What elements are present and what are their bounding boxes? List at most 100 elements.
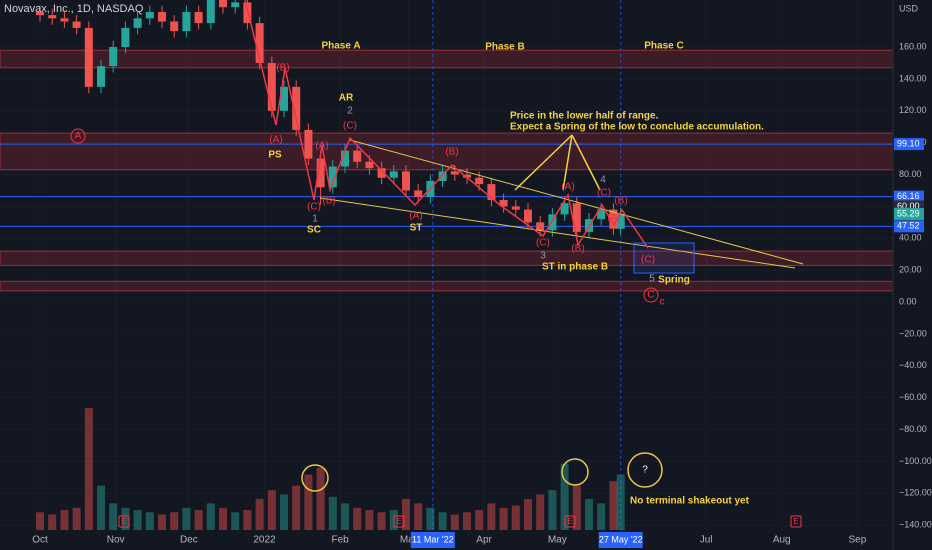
annotation: C: [647, 290, 654, 301]
arrow: [571, 134, 601, 191]
volume-bar: [243, 510, 252, 530]
price-tag: [894, 220, 924, 233]
candle-body: [267, 62, 276, 111]
annotation: Spring: [658, 275, 690, 286]
highlight-circle: [561, 458, 589, 486]
annotation: (A): [315, 141, 328, 152]
volume-bar: [231, 512, 240, 530]
annotation: ST in phase B: [542, 262, 608, 273]
wave-path: [244, 0, 649, 249]
annotation: (C): [307, 202, 321, 213]
zone: [0, 280, 894, 292]
annotation: 1: [312, 214, 318, 225]
price-tag-label: 66.16: [897, 191, 920, 201]
candle-body: [616, 213, 625, 229]
x-tick-label: Apr: [476, 535, 492, 546]
candle-body: [72, 21, 81, 28]
candle-body: [365, 161, 374, 169]
volume-bar: [365, 510, 374, 530]
volume-bar: [219, 507, 228, 530]
zone: [0, 132, 894, 171]
annotation: 2: [347, 106, 353, 117]
price-tag: [894, 207, 924, 220]
highlight-circle: [301, 464, 329, 492]
candle-body: [158, 11, 167, 22]
candle-body: [450, 171, 459, 175]
price-tag: [894, 138, 924, 151]
annotation: Price in the lower half of range.: [510, 111, 659, 122]
candle-body: [548, 214, 557, 231]
x-tick-label: Nov: [107, 535, 125, 546]
volume-bar: [109, 503, 118, 530]
y-tick-label: 0.00: [899, 296, 917, 306]
candle-body: [48, 15, 57, 19]
candle-body: [462, 174, 471, 178]
volume-bar: [536, 494, 545, 530]
y-tick-label: 40.00: [899, 233, 922, 243]
volume-bar: [616, 474, 625, 530]
annotation: (C): [597, 188, 611, 199]
volume-bar: [438, 512, 447, 530]
annotation: (A): [269, 135, 282, 146]
volume-bar: [170, 512, 179, 530]
volume-bar: [145, 512, 154, 530]
candle-body: [523, 209, 532, 223]
x-tick-label: Dec: [180, 535, 198, 546]
volume-bar: [572, 485, 581, 530]
y-tick-label: −100.00: [899, 456, 932, 466]
volume-bar: [548, 490, 557, 530]
candle-body: [414, 190, 423, 197]
arrow: [562, 134, 573, 191]
annotation: (C): [641, 255, 655, 266]
y-tick-label: −120.00: [899, 488, 932, 498]
event-marker: [118, 515, 130, 528]
y-tick-label: 140.00: [899, 73, 927, 83]
volume-bar: [182, 507, 191, 530]
event-marker: [393, 515, 405, 528]
annotation: (B): [276, 63, 289, 74]
chart-title: Novavax, Inc., 1D, NASDAQ: [4, 3, 144, 15]
volume-bar: [255, 498, 264, 530]
y-tick-label: −60.00: [899, 392, 927, 402]
candle-body: [341, 150, 350, 167]
annotation: ?: [642, 465, 648, 476]
price-tag-label: 55.29: [897, 208, 920, 218]
price-tag-label: 99.10: [897, 138, 920, 148]
price-tag: [894, 190, 924, 203]
annotation: SC: [307, 225, 321, 236]
volume-bar: [523, 498, 532, 530]
y-tick-label: 80.00: [899, 169, 922, 179]
candle-body: [219, 0, 228, 8]
date-tag: [410, 532, 455, 548]
annotation: (A): [561, 182, 574, 193]
event-marker: [564, 515, 576, 528]
candle-body: [487, 184, 496, 201]
volume-bar: [72, 507, 81, 530]
volume-bar: [304, 474, 313, 530]
annotation: AR: [339, 93, 354, 104]
volume-bar: [316, 467, 325, 530]
zone: [0, 49, 894, 69]
trend-line: [349, 139, 804, 265]
volume-bar: [158, 514, 167, 530]
price-tag-label: 47.52: [897, 221, 920, 231]
circled-label: [643, 287, 659, 303]
volume-bar: [328, 496, 337, 530]
candle-body: [353, 150, 362, 162]
date-tag-label: 27 May '22: [599, 534, 643, 544]
volume-bar: [462, 512, 471, 530]
annotation: (C): [536, 238, 550, 249]
candle-body: [401, 171, 410, 191]
volume-bar: [609, 481, 618, 530]
candle-body: [316, 158, 325, 188]
annotation: A: [75, 131, 82, 142]
candle-body: [182, 11, 191, 32]
volume-bar: [560, 463, 569, 530]
volume-bar: [121, 507, 130, 530]
volume-bar: [267, 490, 276, 530]
annotation: (B): [614, 196, 627, 207]
candle-body: [109, 47, 118, 67]
volume-bar: [36, 512, 45, 530]
volume-bar: [377, 512, 386, 530]
